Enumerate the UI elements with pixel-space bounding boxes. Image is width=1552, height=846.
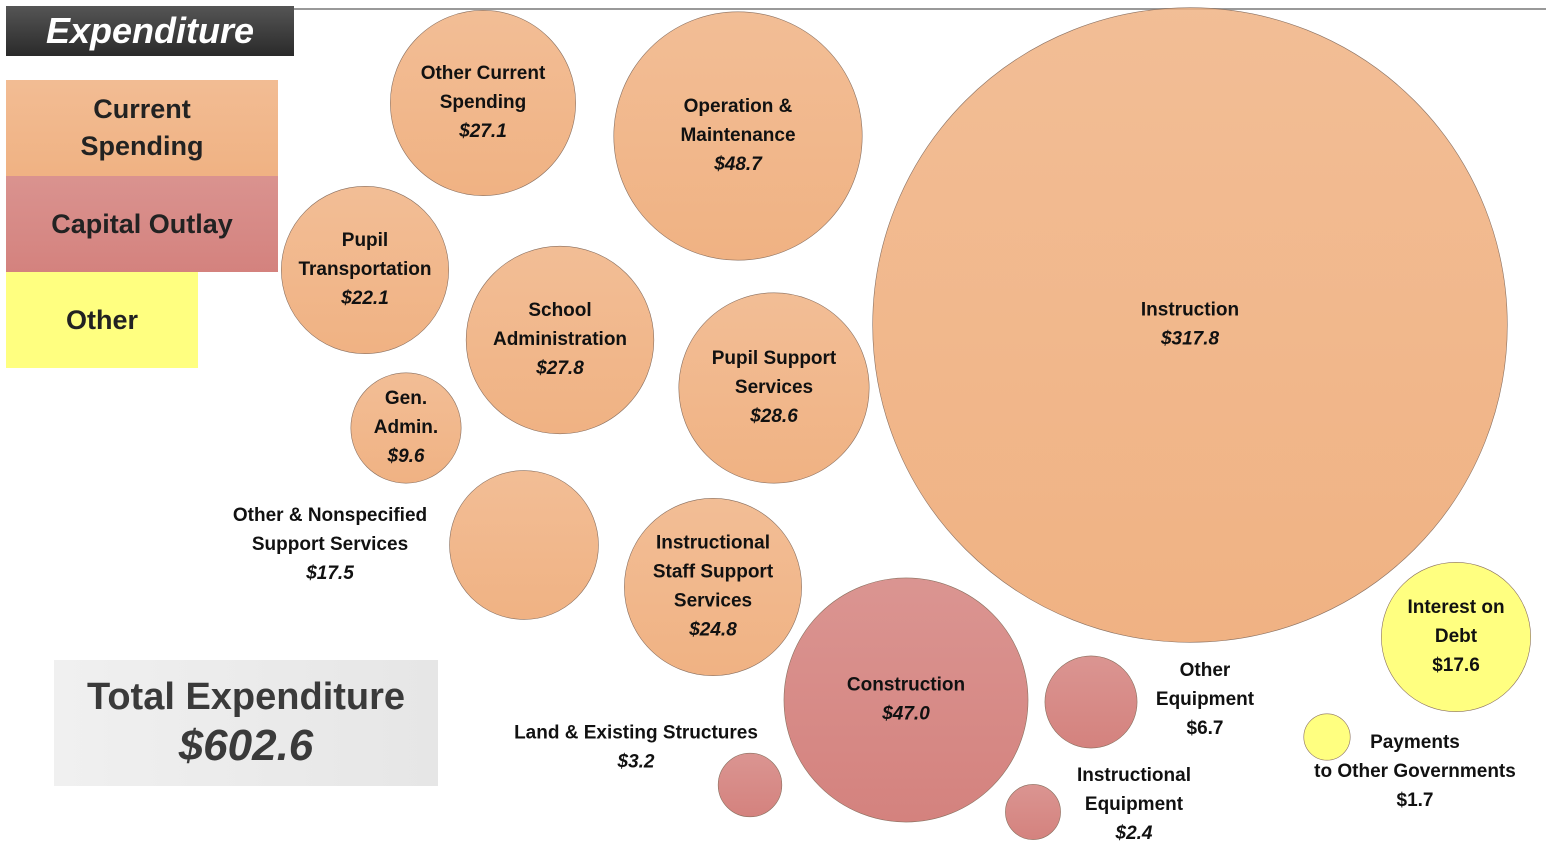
legend-entry: Current Spending — [6, 80, 278, 176]
label-line: Administration — [493, 329, 627, 350]
label-line: Land & Existing Structures — [514, 723, 758, 744]
bubble — [613, 11, 863, 261]
bubble-label: Payments to Other Governments — [1314, 732, 1516, 782]
bubble-label: Operation & Maintenance — [680, 96, 795, 146]
label-line: Maintenance — [680, 125, 795, 146]
total-label: Total Expenditure — [86, 676, 406, 718]
bubble-label: Instructional Staff Support Services — [653, 533, 774, 612]
label-line: Transportation — [298, 259, 431, 280]
bubble-label: Other Equipment — [1156, 660, 1255, 710]
value-label: $28.6 — [749, 406, 798, 427]
label-line: Spending — [440, 92, 527, 113]
total-value: $602.6 — [178, 721, 314, 770]
value-label: $317.8 — [1160, 329, 1220, 350]
bubble — [783, 577, 1029, 823]
value-label: $1.7 — [1397, 790, 1434, 811]
label-line: Other — [1180, 660, 1231, 681]
bubble — [678, 292, 870, 484]
label-line: Instructional — [1077, 765, 1191, 786]
label-line: Support Services — [252, 534, 408, 555]
bubble-label: Construction — [847, 675, 965, 696]
bubble-label: Instruction — [1141, 300, 1239, 321]
total-box: Total Expenditure $602.6 — [54, 660, 438, 786]
label-line: Staff Support — [653, 562, 774, 583]
bubble-label: Interest on Debt — [1407, 597, 1504, 647]
bubble — [1005, 784, 1061, 840]
value-label: $3.2 — [617, 752, 655, 773]
rule — [294, 8, 1546, 10]
label-line: Construction — [847, 675, 965, 696]
chart-title: Expenditure — [6, 6, 294, 56]
value-label: $2.4 — [1115, 823, 1153, 844]
bubble-label: Other Current Spending — [421, 63, 546, 113]
label-line: Equipment — [1085, 794, 1184, 815]
value-label: $17.6 — [1432, 655, 1480, 676]
bubble — [449, 470, 599, 620]
value-label: $24.8 — [688, 620, 737, 641]
label-line: Admin. — [374, 417, 438, 438]
label-line: Other Current — [421, 63, 546, 84]
bubble — [624, 498, 802, 676]
label-line: Other & Nonspecified — [233, 505, 427, 526]
label-line: to Other Governments — [1314, 761, 1516, 782]
value-label: $6.7 — [1187, 718, 1224, 739]
legend-entry: Capital Outlay — [6, 176, 278, 272]
bubble-label: Instructional Equipment — [1077, 765, 1191, 815]
bubble — [390, 10, 576, 196]
label-line: Operation & — [684, 96, 793, 117]
value-label: $9.6 — [387, 446, 425, 467]
bubble-label: Pupil Support Services — [712, 348, 837, 398]
bubble-label: School Administration — [493, 300, 627, 350]
value-label: $47.0 — [881, 704, 930, 725]
bubble-label: Land & Existing Structures — [514, 723, 758, 744]
bubble-label: Gen. Admin. — [374, 388, 438, 438]
value-label: $48.7 — [713, 154, 763, 175]
value-label: $27.8 — [535, 358, 584, 379]
label-line: Services — [735, 377, 813, 398]
label-line: Instruction — [1141, 300, 1239, 321]
label-line: School — [528, 300, 591, 321]
bubble — [872, 7, 1508, 643]
legend-entry: Other — [6, 272, 198, 368]
bubble — [1044, 655, 1138, 749]
label-line: Payments — [1370, 732, 1460, 753]
label-line: Pupil Support — [712, 348, 837, 369]
bubble — [717, 752, 783, 818]
label-line: Interest on — [1407, 597, 1504, 618]
label-line: Pupil — [342, 230, 388, 251]
label-line: Debt — [1435, 626, 1478, 647]
label-line: Services — [674, 591, 752, 612]
value-label: $22.1 — [340, 288, 389, 309]
label-line: Gen. — [385, 388, 427, 409]
bubble-label: Pupil Transportation — [298, 230, 431, 280]
bubble — [465, 245, 655, 435]
bubble — [1381, 562, 1531, 712]
bubble — [1303, 713, 1351, 761]
value-label: $27.1 — [458, 121, 507, 142]
bubble-label: Other & Nonspecified Support Services — [233, 505, 427, 555]
label-line: Equipment — [1156, 689, 1255, 710]
value-label: $17.5 — [305, 563, 354, 584]
bubble — [350, 372, 462, 484]
bubble — [281, 186, 449, 354]
label-line: Instructional — [656, 533, 770, 554]
